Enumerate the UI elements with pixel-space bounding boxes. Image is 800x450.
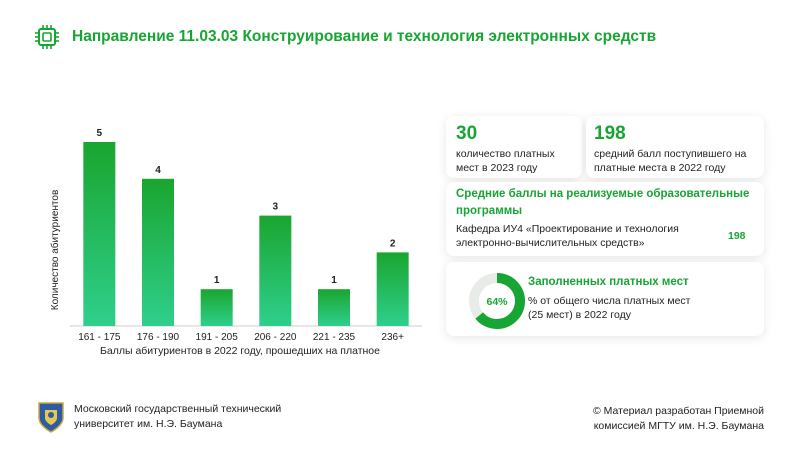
filled-places-title: Заполненных платных мест <box>528 276 689 288</box>
page-header: Направление 11.03.03 Конструирование и т… <box>34 22 656 52</box>
university-name: Московский государственный технический у… <box>74 403 282 430</box>
filled-percent-label: 64% <box>486 296 508 308</box>
bar-5 <box>318 289 350 326</box>
bar-2 <box>142 178 174 326</box>
filled-places-description: % от общего числа платных мест (25 мест)… <box>528 295 691 321</box>
bar-value-label: 1 <box>214 275 220 286</box>
bar-value-label: 4 <box>155 165 161 176</box>
y-axis-label: Количество абитуриентов <box>49 190 61 311</box>
university-emblem-icon <box>38 402 64 433</box>
bar-value-label: 3 <box>273 202 279 213</box>
page-title: Направление 11.03.03 Конструирование и т… <box>72 28 657 45</box>
paid-places-card: 30 количество платных мест в 2023 году <box>446 116 582 178</box>
x-tick-label: 161 - 175 <box>78 332 121 343</box>
x-tick-label: 236+ <box>381 332 404 343</box>
average-score-card: 198 средний балл поступившего на платные… <box>586 116 764 178</box>
paid-places-label: количество платных мест в 2023 году <box>456 148 555 174</box>
bar-6 <box>376 252 409 326</box>
x-tick-label: 206 - 220 <box>254 332 297 343</box>
x-tick-label: 221 - 235 <box>313 332 356 343</box>
x-axis-label: Баллы абитуриентов в 2022 году, прошедши… <box>100 345 380 357</box>
bar-value-label: 2 <box>390 238 396 249</box>
bar-3 <box>200 289 233 326</box>
bar-chart: Количество абитуриентов Баллы абитуриент… <box>49 128 422 357</box>
average-score-value: 198 <box>594 123 626 144</box>
programs-title: Средние баллы на реализуемые образовател… <box>456 188 750 217</box>
average-score-label: средний балл поступившего на платные мес… <box>594 148 747 174</box>
credit-text: © Материал разработан Приемной комиссией… <box>593 405 764 432</box>
bar-1 <box>83 142 116 326</box>
university-block: Московский государственный технический у… <box>36 400 304 434</box>
programs-card: Средние баллы на реализуемые образовател… <box>446 182 764 256</box>
x-tick-label: 176 - 190 <box>137 332 180 343</box>
x-tick-label: 191 - 205 <box>196 332 239 343</box>
bar-value-label: 5 <box>97 128 103 139</box>
program-item-label: Кафедра ИУ4 «Проектирование и технология… <box>456 223 679 249</box>
filled-places-card: 64% Заполненных платных мест % от общего… <box>446 262 764 336</box>
chip-icon <box>35 25 59 49</box>
bar-4 <box>259 215 292 326</box>
bar-value-label: 1 <box>331 275 337 286</box>
program-item-value: 198 <box>728 230 746 242</box>
paid-places-value: 30 <box>456 123 478 144</box>
filled-percent-ring: 64% <box>469 273 525 329</box>
